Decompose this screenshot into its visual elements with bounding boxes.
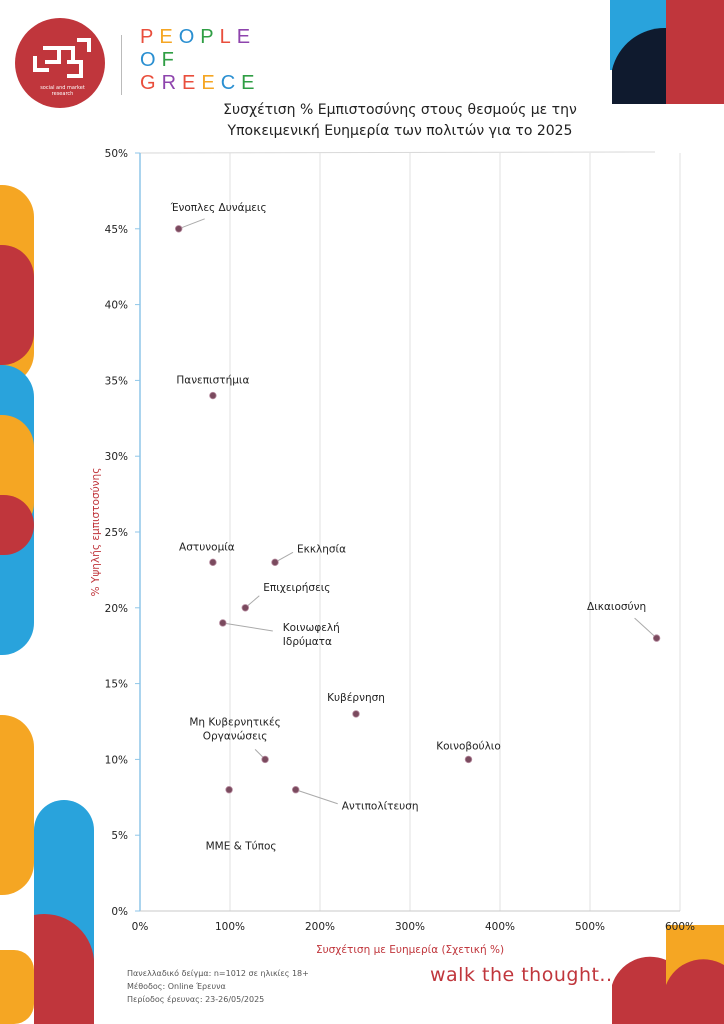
data-point-label: ΜΜΕ & Τύπος xyxy=(206,841,277,853)
data-point xyxy=(464,755,473,764)
x-tick-label: 100% xyxy=(215,921,245,933)
x-tick-label: 400% xyxy=(485,921,515,933)
data-point-label: Κοινωφελή xyxy=(283,622,340,634)
y-tick-label: 5% xyxy=(111,830,128,842)
y-axis-title: % Υψηλής εμπιστοσύνης xyxy=(90,468,102,597)
logo-circle xyxy=(15,18,105,108)
brand-line-of: OF xyxy=(140,49,180,72)
y-tick-label: 0% xyxy=(111,906,128,918)
data-point-label: Εκκλησία xyxy=(297,543,346,555)
y-tick-label: 10% xyxy=(105,754,128,766)
logo-caption: social and market research xyxy=(40,85,85,97)
data-point-label: Ιδρύματα xyxy=(283,636,332,648)
brand-letter: O xyxy=(140,49,162,71)
data-point xyxy=(261,755,269,764)
x-tick-label: 500% xyxy=(575,921,605,933)
corner-navy-shape xyxy=(612,27,666,104)
brand-letter: E xyxy=(182,72,202,94)
chart-title-line-2: Υποκειμενική Ευημερία των πολιτών για το… xyxy=(227,123,573,139)
brand-letter: O xyxy=(178,26,201,48)
data-point xyxy=(292,786,300,794)
scatter-chart: 0% 100% 200% 300% 400% 500% 600% 0% 5% 10% 15% 20% 2… xyxy=(90,148,695,956)
brand-divider xyxy=(121,35,122,95)
brand-letter: G xyxy=(140,72,162,94)
left-red-pill-2 xyxy=(0,495,34,555)
data-point xyxy=(352,710,360,718)
right-red-lower xyxy=(666,959,724,1024)
data-point-label: Κυβέρνηση xyxy=(327,692,385,704)
data-point xyxy=(209,391,217,400)
footer-sample-note: Πανελλαδικό δείγμα: n=1012 σε ηλικίες 18… xyxy=(127,969,309,978)
data-point xyxy=(652,634,661,642)
logo-mark-icon xyxy=(33,38,91,78)
data-point xyxy=(209,558,217,567)
brand-letter: P xyxy=(140,26,160,48)
y-tick-label: 50% xyxy=(105,148,128,160)
y-tick-label: 15% xyxy=(105,679,128,691)
chart-title-line-1: Συσχέτιση % Εμπιστοσύνης στους θεσμούς μ… xyxy=(223,102,577,118)
y-tick-label: 45% xyxy=(105,224,128,236)
top-border xyxy=(139,151,656,154)
footer-notes: Πανελλαδικό δείγμα: n=1012 σε ηλικίες 18… xyxy=(127,967,309,1006)
data-point xyxy=(241,604,249,612)
brand-letter: R xyxy=(161,72,183,94)
brand-letter: C xyxy=(220,72,242,94)
label-leader-line xyxy=(634,617,657,639)
data-point-label: Επιχειρήσεις xyxy=(263,582,330,594)
left-orange-end xyxy=(0,950,34,1024)
tagline: walk the thought... xyxy=(430,964,620,986)
data-point xyxy=(271,558,279,567)
brand-letter: E xyxy=(241,72,261,94)
left-red-quarter xyxy=(34,913,94,1024)
brand-letter: F xyxy=(161,49,180,71)
data-point-label: Μη Κυβερνητικές xyxy=(189,716,280,728)
data-point-label: Ένοπλες Δυνάμεις xyxy=(170,202,267,214)
footer-method-note: Μέθοδος: Online Έρευνα xyxy=(127,982,226,991)
data-point xyxy=(219,619,227,627)
data-point xyxy=(225,786,233,794)
left-orange-bottom xyxy=(0,715,34,895)
y-tick-label: 25% xyxy=(105,527,128,539)
data-point-label: Κοινοβούλιο xyxy=(436,740,501,752)
y-tick-label: 20% xyxy=(105,603,128,615)
left-red-pill xyxy=(0,245,34,365)
label-leader-line xyxy=(178,218,205,230)
data-point xyxy=(174,225,183,233)
y-tick-label: 30% xyxy=(105,451,128,463)
brand-letter: E xyxy=(159,26,179,48)
data-point-label: Πανεπιστήμια xyxy=(176,375,249,387)
x-tick-label: 200% xyxy=(305,921,335,933)
chart-title: Συσχέτιση % Εμπιστοσύνης στους θεσμούς μ… xyxy=(150,100,650,142)
footer-period-note: Περίοδος έρευνας: 23-26/05/2025 xyxy=(127,995,265,1004)
brand-line-people: PEOPLE xyxy=(140,26,256,49)
data-point-label: Οργανώσεις xyxy=(203,730,268,742)
label-leader-line xyxy=(295,789,338,805)
data-point-label: Δικαιοσύνη xyxy=(587,601,646,613)
x-tick-label: 300% xyxy=(395,921,425,933)
brand-letter: E xyxy=(236,26,257,48)
data-point-label: Αστυνομία xyxy=(179,541,235,553)
brand-letter: L xyxy=(219,26,237,48)
data-point-label: Αντιπολίτευση xyxy=(342,801,419,813)
corner-red-half xyxy=(666,28,707,104)
brand-letter: P xyxy=(200,26,220,48)
y-tick-label: 35% xyxy=(105,375,128,387)
x-tick-label: 600% xyxy=(665,921,695,933)
x-tick-label: 0% xyxy=(132,921,149,933)
label-leader-line xyxy=(222,622,273,632)
x-axis-title: Συσχέτιση με Ευημερία (Σχετική %) xyxy=(316,944,504,956)
y-tick-label: 40% xyxy=(105,300,128,312)
brand-line-greece: GREECE xyxy=(140,72,261,95)
brand-letter: E xyxy=(201,72,221,94)
right-red-half xyxy=(612,956,666,1024)
